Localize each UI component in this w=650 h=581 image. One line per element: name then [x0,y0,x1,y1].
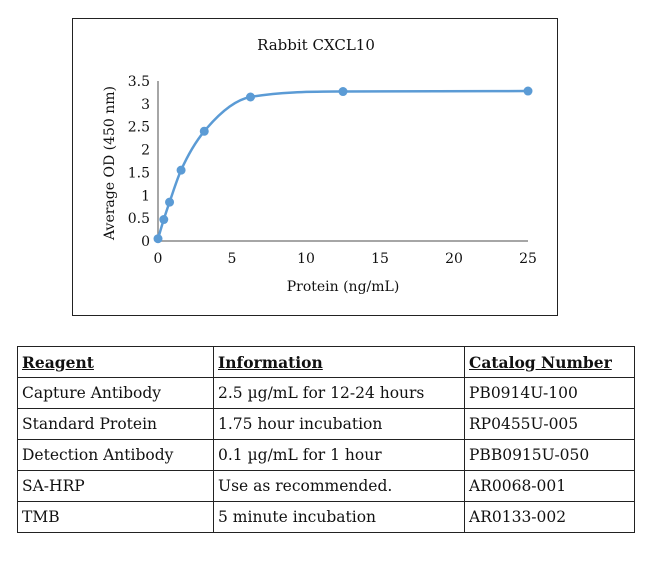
x-tick-label: 20 [445,251,463,267]
y-tick-label: 2.5 [128,120,150,136]
y-axis-label: Average OD (450 nm) [102,86,118,241]
cell-catalog-number: PBB0915U-050 [464,439,635,471]
data-point [246,92,255,102]
table-header-row: Reagent Information Catalog Number [17,346,635,378]
table-row: Capture Antibody 2.5 µg/mL for 12-24 hou… [17,377,635,409]
data-point [165,197,175,207]
y-tick-label: 1 [141,188,150,204]
y-tick-label: 2 [141,143,150,159]
cell-catalog-number: PB0914U-100 [464,377,635,409]
cell-reagent: SA-HRP [17,470,214,502]
data-point [523,86,533,96]
cell-information: Use as recommended. [213,470,465,502]
cell-reagent: Detection Antibody [17,439,214,471]
chart-svg: Rabbit CXCL10 0 0.5 1 1.5 2 2.5 3 3.5 0 5 10 15 20 25 P… [102,36,537,295]
cell-information: 1.75 hour incubation [213,408,465,440]
cell-information: 0.1 µg/mL for 1 hour [213,439,465,471]
data-point [199,126,209,136]
cell-catalog-number: AR0133-002 [464,501,635,533]
x-tick-label: 0 [154,251,163,267]
x-axis-label: Protein (ng/mL) [287,279,400,295]
table-row: Standard Protein 1.75 hour incubation RP… [17,408,635,440]
cell-reagent: Standard Protein [17,408,214,440]
x-tick-label: 10 [297,251,315,267]
chart-title: Rabbit CXCL10 [257,36,375,54]
data-point [159,215,169,225]
header-information: Information [213,346,465,378]
cell-catalog-number: RP0455U-005 [464,408,635,440]
series-line [156,89,529,240]
reagent-table: Reagent Information Catalog Number Captu… [17,346,635,533]
x-tick-label: 25 [519,251,537,267]
table-row: TMB 5 minute incubation AR0133-002 [17,501,635,533]
data-point [153,234,163,244]
y-tick-label: 3 [141,97,150,113]
cell-information: 5 minute incubation [213,501,465,533]
y-tick-label: 3.5 [128,74,150,90]
header-reagent: Reagent [17,346,214,378]
x-tick-label: 5 [228,251,237,267]
y-tick-label: 0 [141,234,150,250]
y-tick-label: 0.5 [128,211,150,227]
y-tick-label: 1.5 [128,165,150,181]
cell-reagent: TMB [17,501,214,533]
header-catalog-number: Catalog Number [464,346,635,378]
x-tick-label: 15 [371,251,389,267]
data-point [176,165,186,175]
table-row: Detection Antibody 0.1 µg/mL for 1 hour … [17,439,635,471]
cell-catalog-number: AR0068-001 [464,470,635,502]
data-point [338,87,348,97]
cell-reagent: Capture Antibody [17,377,214,409]
chart-panel: Rabbit CXCL10 0 0.5 1 1.5 2 2.5 3 3.5 0 5 10 15 20 25 P… [72,18,558,316]
table-row: SA-HRP Use as recommended. AR0068-001 [17,470,635,502]
cell-information: 2.5 µg/mL for 12-24 hours [213,377,465,409]
